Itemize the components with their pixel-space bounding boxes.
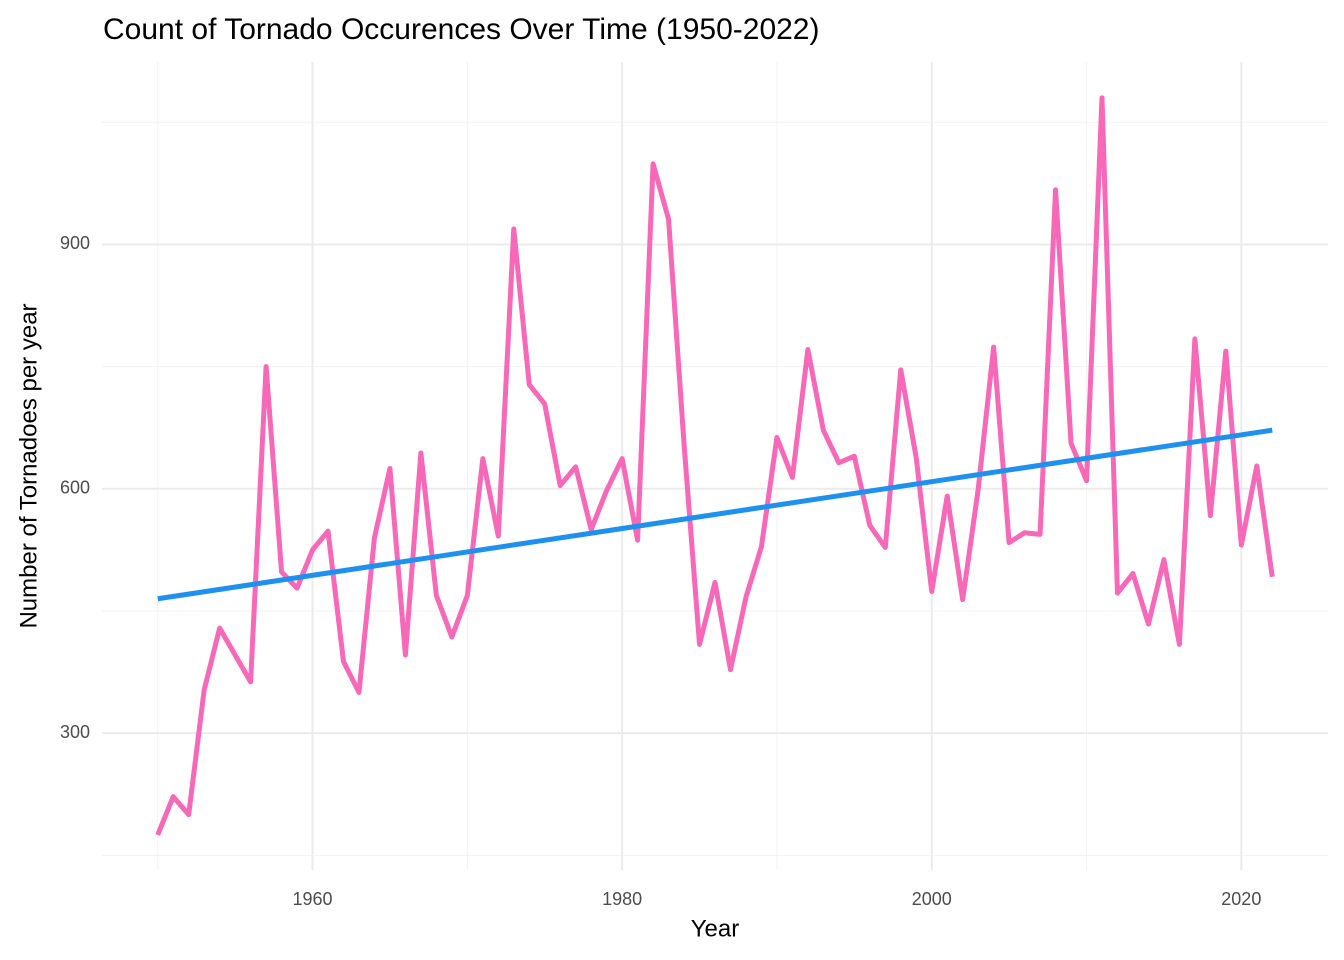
x-tick-label: 1960 [293,889,333,909]
data-line [155,95,1275,836]
x-axis-title: Year [691,915,740,942]
y-tick-label: 900 [60,233,90,253]
data-line [157,427,1273,602]
y-tick-label: 300 [60,722,90,742]
x-tick-label: 1980 [602,889,642,909]
y-tick-label: 600 [60,478,90,498]
y-axis-title: Number of Tornadoes per year [15,303,42,628]
x-tick-label: 2020 [1221,889,1261,909]
chart-title: Count of Tornado Occurences Over Time (1… [103,13,819,46]
x-tick-label: 2000 [912,889,952,909]
